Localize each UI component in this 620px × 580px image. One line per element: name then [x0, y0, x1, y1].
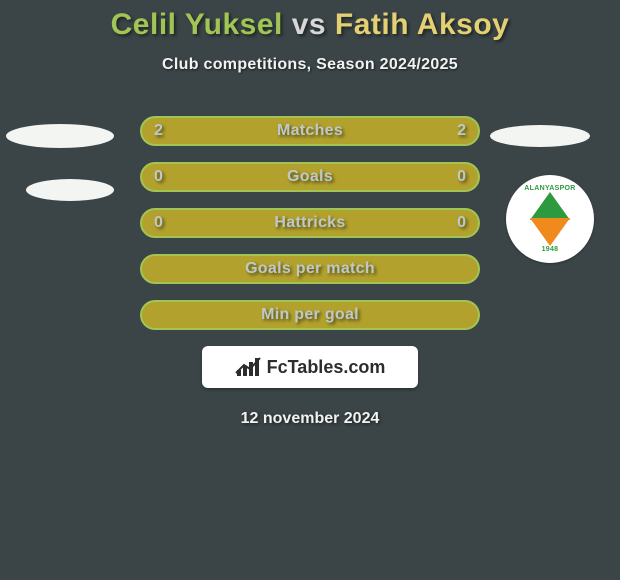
player1-name: Celil Yuksel: [111, 8, 283, 41]
brand-text: FcTables.com: [267, 357, 386, 378]
stat-label: Min per goal: [261, 306, 359, 324]
page-title: Celil Yuksel vs Fatih Aksoy: [0, 0, 620, 42]
stat-label: Goals per match: [245, 260, 375, 278]
stat-value-left: 0: [154, 168, 163, 186]
stat-row: Matches 2 2: [140, 116, 480, 146]
stat-value-right: 2: [457, 122, 466, 140]
player1-badge-placeholder-top: [6, 124, 114, 148]
badge-triangle-top: [530, 192, 570, 220]
comparison-infographic: Celil Yuksel vs Fatih Aksoy Club competi…: [0, 0, 620, 580]
stat-value-right: 0: [457, 214, 466, 232]
stat-label: Hattricks: [274, 214, 345, 232]
stat-value-left: 0: [154, 214, 163, 232]
badge-text-year: 1948: [518, 246, 581, 253]
infographic-date: 12 november 2024: [0, 410, 620, 428]
stat-row: Min per goal: [140, 300, 480, 330]
stat-row: Goals 0 0: [140, 162, 480, 192]
badge-inner: ALANYASPOR 1948: [518, 187, 581, 250]
bar-chart-icon: [235, 356, 261, 378]
stat-row: Goals per match: [140, 254, 480, 284]
player1-badge-placeholder-bottom: [26, 179, 114, 201]
brand-card: FcTables.com: [202, 346, 418, 388]
badge-text-top: ALANYASPOR: [518, 185, 581, 192]
badge-triangle-bottom: [530, 218, 570, 246]
stat-row: Hattricks 0 0: [140, 208, 480, 238]
title-vs: vs: [292, 8, 326, 41]
alanyaspor-badge: ALANYASPOR 1948: [506, 175, 594, 263]
player2-badge-placeholder: [490, 125, 590, 147]
player2-name: Fatih Aksoy: [335, 8, 509, 41]
season-subtitle: Club competitions, Season 2024/2025: [0, 56, 620, 74]
stat-label: Goals: [287, 168, 333, 186]
stat-value-left: 2: [154, 122, 163, 140]
stat-label: Matches: [277, 122, 343, 140]
stat-value-right: 0: [457, 168, 466, 186]
